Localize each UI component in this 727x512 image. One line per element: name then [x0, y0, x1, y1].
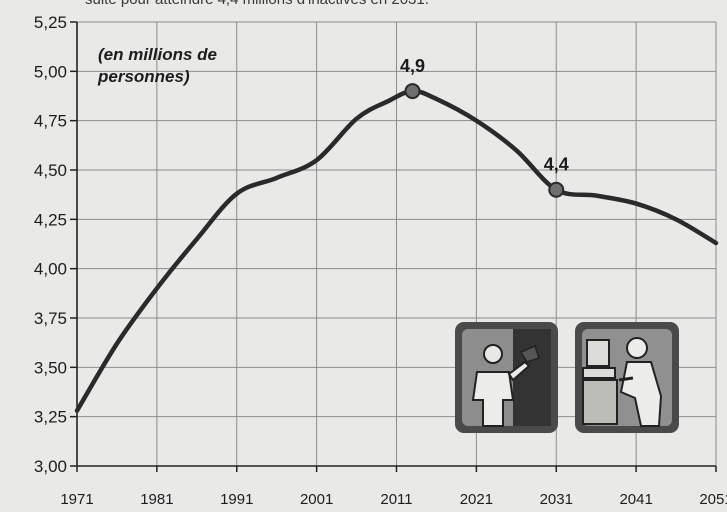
- x-tick-label: 1971: [60, 491, 93, 508]
- unit-label-line-1: (en millions de: [98, 45, 217, 64]
- x-axis-ticks: 1971 1981 1991 2001 2011 2021 2031 2041 2051: [60, 466, 727, 508]
- y-tick-label: 5,25: [34, 13, 67, 32]
- worker-pictogram: [455, 322, 558, 433]
- highlight-point: [548, 181, 565, 198]
- point-value-label: 4,4: [544, 155, 569, 175]
- x-tick-label: 1991: [220, 491, 253, 508]
- x-tick-label: 2011: [380, 491, 412, 508]
- x-tick-label: 2031: [540, 491, 573, 508]
- y-tick-label: 4,00: [34, 260, 67, 279]
- point-value-label: 4,9: [400, 56, 425, 76]
- highlight-point: [404, 83, 421, 100]
- y-tick-label: 3,25: [34, 408, 67, 427]
- x-tick-label: 2001: [300, 491, 333, 508]
- office-worker-pictogram: [575, 322, 679, 433]
- x-tick-label: 2041: [619, 491, 652, 508]
- x-tick-label: 1981: [140, 491, 173, 508]
- y-axis-ticks: 3,00 3,25 3,50 3,75 4,00 4,25 4,50 4,75 5,00 5,25: [34, 13, 77, 476]
- y-tick-label: 3,00: [34, 457, 67, 476]
- y-tick-label: 4,75: [34, 112, 67, 131]
- y-tick-label: 3,50: [34, 358, 67, 377]
- unit-label-line-2: personnes): [97, 67, 190, 86]
- y-tick-label: 4,25: [34, 210, 67, 229]
- y-tick-label: 5,00: [34, 62, 67, 81]
- header-fragment-text: suite pour atteindre 4,4 millions d'inac…: [85, 0, 429, 8]
- y-tick-label: 4,50: [34, 161, 67, 180]
- x-tick-label: 2051: [699, 491, 727, 508]
- y-tick-label: 3,75: [34, 309, 67, 328]
- highlighted-points: 4,9 4,4: [400, 56, 569, 198]
- series-line: [74, 88, 719, 413]
- x-tick-label: 2021: [460, 491, 493, 508]
